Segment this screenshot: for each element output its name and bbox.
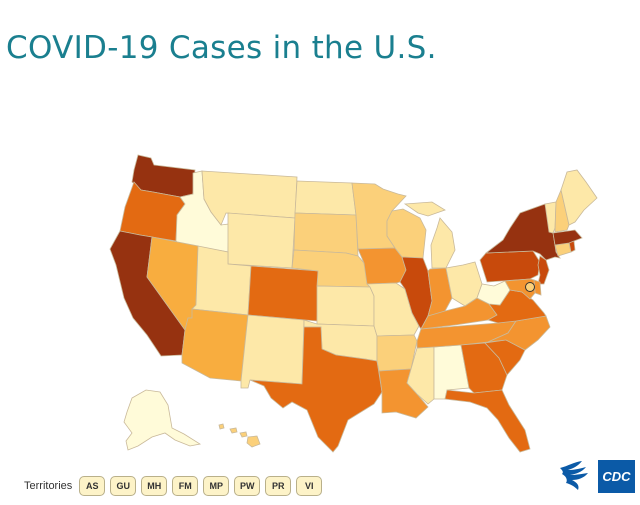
territory-pw-button[interactable]: PW bbox=[234, 476, 261, 496]
territory-vi-button[interactable]: VI bbox=[296, 476, 323, 496]
page-title: COVID-19 Cases in the U.S. bbox=[6, 30, 437, 66]
territory-mh-button[interactable]: MH bbox=[141, 476, 168, 496]
state-nm[interactable] bbox=[240, 314, 305, 389]
state-nc[interactable] bbox=[487, 315, 551, 351]
dc-marker[interactable] bbox=[525, 282, 535, 292]
state-vt[interactable] bbox=[544, 201, 557, 234]
state-ma[interactable] bbox=[552, 229, 583, 246]
state-nj[interactable] bbox=[537, 255, 550, 285]
state-nh[interactable] bbox=[554, 188, 570, 233]
territory-fm-button[interactable]: FM bbox=[172, 476, 199, 496]
state-me[interactable] bbox=[560, 169, 598, 226]
cdc-logo: CDC bbox=[598, 459, 635, 493]
state-mi[interactable] bbox=[403, 201, 456, 269]
state-sd[interactable] bbox=[293, 212, 359, 257]
territory-mp-button[interactable]: MP bbox=[203, 476, 230, 496]
territory-gu-button[interactable]: GU bbox=[110, 476, 137, 496]
state-nd[interactable] bbox=[294, 180, 357, 216]
territories-label: Territories bbox=[24, 480, 73, 492]
state-hi[interactable] bbox=[218, 423, 261, 448]
state-ks[interactable] bbox=[316, 285, 375, 327]
state-co[interactable] bbox=[247, 265, 320, 322]
state-pa[interactable] bbox=[479, 250, 541, 283]
state-il[interactable] bbox=[399, 256, 433, 330]
state-ny[interactable] bbox=[484, 203, 561, 261]
state-az[interactable] bbox=[181, 308, 249, 382]
state-tx[interactable] bbox=[249, 326, 383, 453]
state-ak[interactable] bbox=[123, 389, 202, 451]
territories-bar: Territories AS GU MH FM MP PW PR VI bbox=[24, 476, 323, 496]
territory-pr-button[interactable]: PR bbox=[265, 476, 292, 496]
state-fl[interactable] bbox=[444, 389, 531, 453]
logos: CDC bbox=[556, 458, 635, 494]
state-wy[interactable] bbox=[227, 212, 296, 269]
state-ar[interactable] bbox=[376, 334, 418, 372]
territory-as-button[interactable]: AS bbox=[79, 476, 106, 496]
hhs-eagle-icon bbox=[560, 461, 588, 490]
